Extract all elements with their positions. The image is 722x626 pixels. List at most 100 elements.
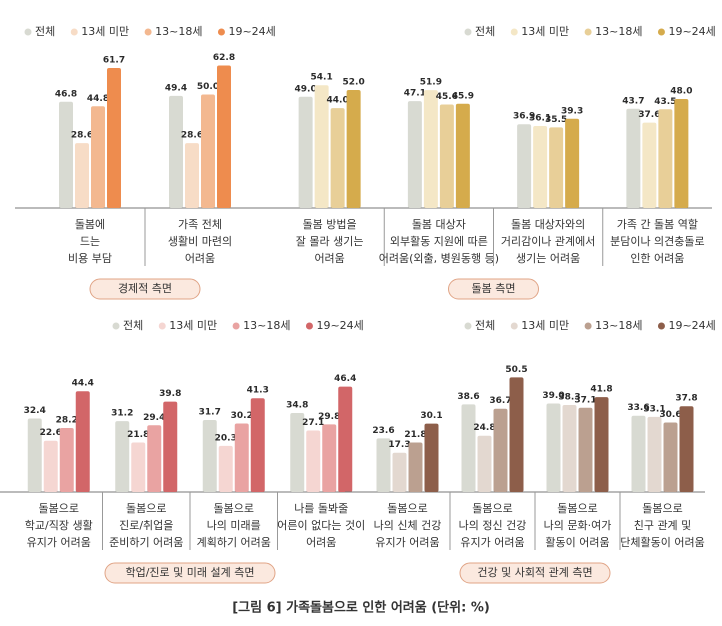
x-tick-label: 돌봄 대상자와의 xyxy=(511,218,585,231)
value-label: 41.8 xyxy=(590,385,612,395)
value-label: 30.1 xyxy=(420,411,442,421)
x-tick-label: 잘 몰라 생기는 xyxy=(296,235,364,248)
bar xyxy=(392,452,407,492)
bar xyxy=(407,101,422,208)
value-label: 34.8 xyxy=(286,401,308,411)
legend-swatch xyxy=(305,322,313,330)
x-tick-label: 어려움 xyxy=(306,536,336,549)
x-tick-label: 나의 신체 건강 xyxy=(374,519,442,532)
legend-label: 전체 xyxy=(475,319,495,332)
bar xyxy=(626,108,641,208)
legend-label: 13세 미만 xyxy=(521,25,569,38)
value-label: 43.7 xyxy=(622,96,644,106)
value-label: 20.3 xyxy=(215,433,237,443)
value-label: 30.6 xyxy=(659,410,681,420)
value-label: 28.6 xyxy=(181,131,203,141)
legend-swatch xyxy=(584,322,592,330)
x-tick-label: 드는 xyxy=(80,235,100,248)
x-tick-label: 돌봄으로 xyxy=(39,502,79,515)
value-label: 38.6 xyxy=(457,392,479,402)
bar xyxy=(59,101,73,208)
section-label: 경제적 측면 xyxy=(118,282,172,295)
x-tick-label: 나의 문화·여가 xyxy=(544,519,612,532)
value-label: 49.0 xyxy=(295,84,317,94)
x-tick-label: 가족 간 돌봄 역할 xyxy=(617,218,698,231)
x-tick-label: 단체활동이 어려움 xyxy=(620,535,704,549)
section-label: 학업/진로 및 미래 설계 측면 xyxy=(125,566,254,579)
value-label: 30.2 xyxy=(231,411,253,421)
x-tick-label: 분담이나 의견충돌로 xyxy=(610,235,705,248)
x-tick-label: 유지가 어려움 xyxy=(27,536,91,549)
value-label: 33.1 xyxy=(643,404,665,414)
bar xyxy=(234,423,249,492)
value-label: 49.4 xyxy=(165,83,187,93)
bar xyxy=(91,106,105,208)
value-label: 35.5 xyxy=(545,115,567,125)
bar xyxy=(578,407,593,492)
bar xyxy=(314,85,329,208)
legend-label: 19~24세 xyxy=(668,319,715,332)
value-label: 28.6 xyxy=(71,131,93,141)
bar xyxy=(549,127,564,208)
bar xyxy=(201,94,215,208)
bar xyxy=(75,143,89,208)
value-label: 51.9 xyxy=(420,78,442,88)
bar xyxy=(439,104,454,208)
bar xyxy=(75,391,90,492)
x-tick-label: 계획하기 어려움 xyxy=(197,535,271,549)
value-label: 36.1 xyxy=(529,114,551,124)
legend-swatch xyxy=(510,28,518,36)
legend-label: 13세 미만 xyxy=(521,319,569,332)
bar xyxy=(43,440,58,492)
x-tick-label: 비용 부담 xyxy=(68,252,112,265)
section-tag xyxy=(104,562,276,584)
x-tick-label: 인한 어려움 xyxy=(630,252,684,265)
x-tick-label: 어른이 없다는 것이 xyxy=(277,519,365,532)
value-label: 37.1 xyxy=(574,395,596,405)
value-label: 31.7 xyxy=(199,408,221,418)
bar xyxy=(306,430,321,492)
legend-label: 13~18세 xyxy=(243,319,290,332)
bar xyxy=(202,420,217,492)
bar xyxy=(115,421,130,492)
value-label: 21.8 xyxy=(127,430,149,440)
bar xyxy=(679,406,694,492)
bar xyxy=(338,386,353,492)
bar xyxy=(346,89,361,208)
bar xyxy=(408,442,423,492)
bar xyxy=(27,418,42,492)
bar xyxy=(107,67,121,208)
legend-swatch xyxy=(464,322,472,330)
section-label: 건강 및 사회적 관계 측면 xyxy=(477,566,592,579)
value-label: 54.1 xyxy=(311,73,333,83)
x-tick-label: 돌봄으로 xyxy=(557,502,597,515)
bar xyxy=(218,445,233,492)
legend-swatch xyxy=(217,28,225,36)
legend-swatch xyxy=(112,322,120,330)
value-label: 33.6 xyxy=(627,403,649,413)
value-label: 36.7 xyxy=(489,396,511,406)
bar xyxy=(424,423,439,492)
legend-label: 13~18세 xyxy=(155,25,202,38)
value-label: 29.4 xyxy=(143,413,165,423)
section-tag xyxy=(448,278,539,300)
caption: [그림 6] 가족돌봄으로 인한 어려움 (단위: %) xyxy=(232,600,490,616)
bar xyxy=(546,403,561,492)
value-label: 44.4 xyxy=(72,379,94,389)
legend-swatch xyxy=(657,28,665,36)
value-label: 29.8 xyxy=(318,412,340,422)
value-label: 61.7 xyxy=(103,55,125,65)
x-tick-label: 친구 관계 및 xyxy=(634,519,692,532)
legend-label: 13~18세 xyxy=(595,25,642,38)
bar xyxy=(674,99,689,208)
bar xyxy=(376,438,391,492)
bar xyxy=(290,413,305,492)
value-label: 46.8 xyxy=(55,89,77,99)
legend-label: 19~24세 xyxy=(316,319,363,332)
value-label: 39.0 xyxy=(542,391,564,401)
bar xyxy=(298,96,313,208)
value-label: 52.0 xyxy=(343,77,365,87)
x-tick-label: 나를 돌봐줄 xyxy=(294,502,348,515)
bar xyxy=(185,143,199,208)
legend-swatch xyxy=(584,28,592,36)
